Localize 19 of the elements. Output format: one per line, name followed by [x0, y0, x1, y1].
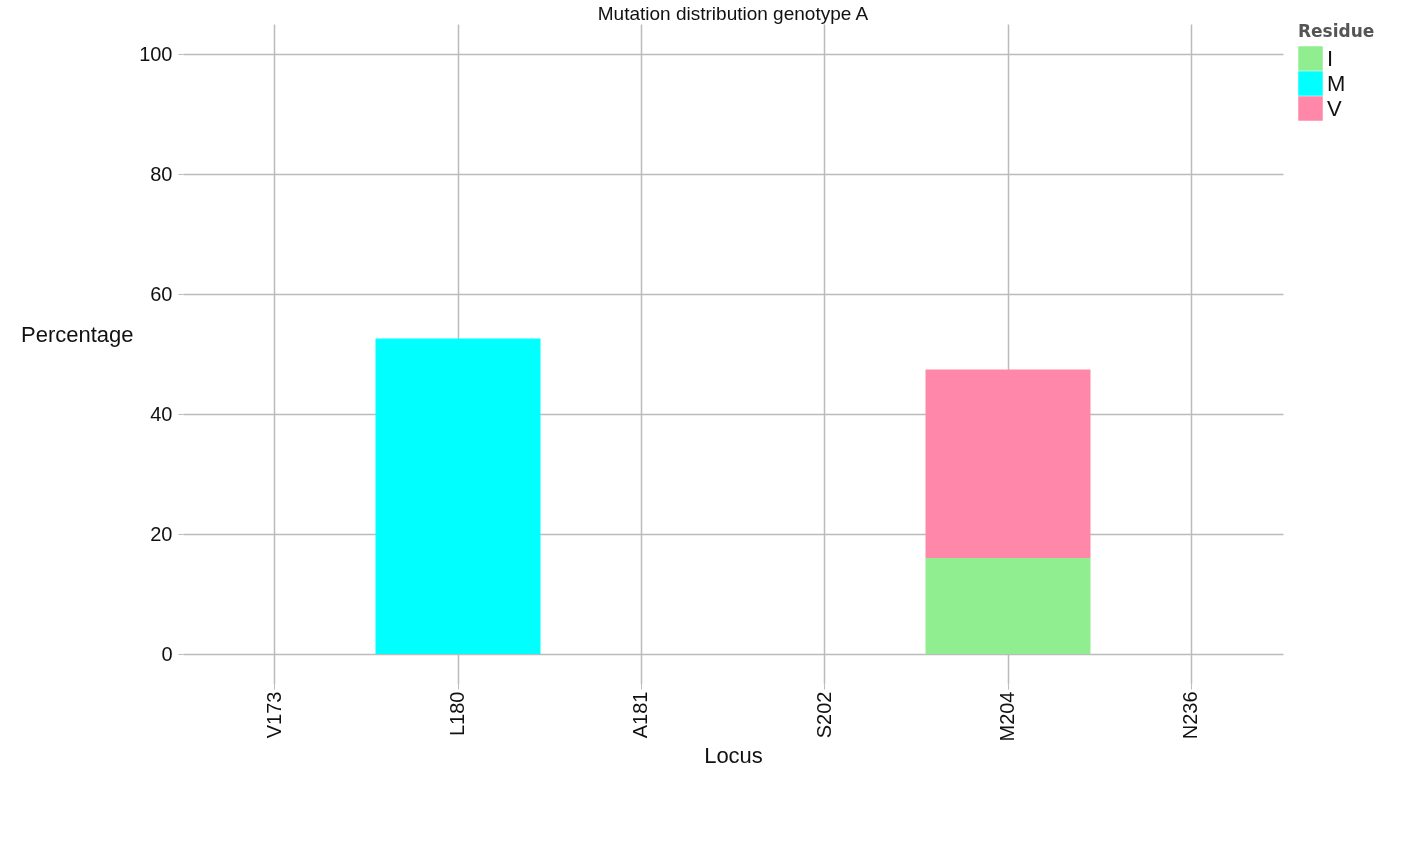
legend-label: M	[1327, 70, 1346, 96]
x-tick-label: M204	[996, 691, 1018, 742]
chart-title: Mutation distribution genotype A	[597, 3, 869, 24]
y-tick-label: 60	[150, 282, 173, 305]
y-tick-label: 40	[150, 402, 173, 425]
x-tick-label: V173	[262, 691, 285, 739]
legend-title: Residue	[1298, 21, 1375, 41]
x-tick-label: A181	[629, 691, 652, 739]
x-tick-label: S202	[812, 691, 835, 739]
legend-label: V	[1327, 95, 1342, 121]
x-axis-title: Locus	[704, 742, 763, 768]
x-tick-label: L180	[446, 691, 468, 736]
x-tick-label: N236	[1179, 691, 1202, 740]
y-tick-label: 20	[150, 522, 173, 545]
y-tick-label: 100	[139, 42, 173, 65]
legend-label: I	[1327, 45, 1334, 71]
y-tick-label: 0	[161, 642, 173, 665]
y-axis-title: Percentage	[20, 321, 134, 347]
y-tick-label: 80	[150, 162, 173, 185]
